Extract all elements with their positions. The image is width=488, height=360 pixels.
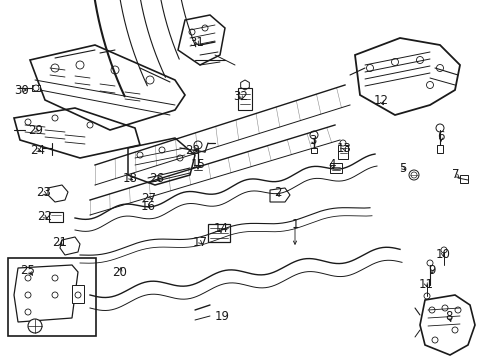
- Bar: [207, 224, 229, 242]
- Text: 21: 21: [52, 237, 67, 249]
- Text: 14: 14: [213, 222, 228, 235]
- Text: 23: 23: [37, 186, 51, 199]
- Circle shape: [426, 260, 432, 266]
- Text: 26: 26: [149, 171, 164, 184]
- Circle shape: [440, 247, 446, 253]
- Circle shape: [435, 124, 443, 132]
- Circle shape: [431, 337, 437, 343]
- Text: 28: 28: [185, 144, 200, 158]
- Circle shape: [25, 292, 31, 298]
- Bar: [436, 145, 442, 153]
- Bar: [238, 88, 251, 110]
- Text: 5: 5: [399, 162, 406, 175]
- Circle shape: [146, 76, 154, 84]
- Text: 2: 2: [274, 185, 281, 198]
- Bar: [8, 258, 96, 336]
- Circle shape: [159, 147, 164, 153]
- Circle shape: [33, 85, 39, 91]
- Circle shape: [189, 29, 195, 35]
- Circle shape: [309, 131, 317, 139]
- Circle shape: [436, 64, 443, 72]
- Text: 19: 19: [214, 310, 229, 323]
- Bar: [310, 148, 316, 153]
- Circle shape: [194, 141, 202, 149]
- Circle shape: [111, 66, 119, 74]
- Circle shape: [87, 122, 93, 128]
- Text: 12: 12: [373, 94, 387, 107]
- Text: 7: 7: [451, 168, 459, 181]
- Text: 22: 22: [38, 211, 52, 224]
- Bar: [72, 285, 84, 303]
- Text: 11: 11: [418, 278, 433, 291]
- Text: 9: 9: [427, 264, 435, 276]
- Bar: [329, 163, 341, 173]
- Circle shape: [339, 140, 346, 146]
- Text: 25: 25: [20, 264, 35, 276]
- Text: 32: 32: [233, 90, 248, 104]
- Text: 8: 8: [445, 310, 452, 323]
- Text: 20: 20: [112, 266, 127, 279]
- Circle shape: [423, 293, 429, 299]
- Text: 1: 1: [291, 219, 298, 231]
- Text: 16: 16: [140, 199, 155, 212]
- Text: 27: 27: [141, 192, 156, 204]
- Text: 3: 3: [309, 134, 316, 147]
- Circle shape: [408, 170, 418, 180]
- Circle shape: [451, 327, 457, 333]
- Text: 31: 31: [189, 36, 204, 49]
- Text: 18: 18: [122, 171, 137, 184]
- Circle shape: [52, 292, 58, 298]
- Circle shape: [25, 309, 31, 315]
- Circle shape: [428, 307, 434, 313]
- Text: 24: 24: [30, 144, 45, 157]
- Text: 6: 6: [436, 130, 444, 144]
- Circle shape: [177, 155, 183, 161]
- Bar: [459, 175, 467, 183]
- Text: 15: 15: [190, 158, 205, 171]
- Circle shape: [391, 58, 398, 66]
- Circle shape: [454, 307, 460, 313]
- Text: 29: 29: [28, 123, 43, 136]
- Circle shape: [137, 152, 142, 158]
- Circle shape: [51, 64, 59, 72]
- Text: 30: 30: [15, 84, 29, 96]
- Circle shape: [426, 81, 433, 89]
- Circle shape: [28, 319, 42, 333]
- Circle shape: [25, 119, 31, 125]
- Bar: [337, 145, 347, 159]
- Circle shape: [52, 115, 58, 121]
- Circle shape: [52, 275, 58, 281]
- Circle shape: [76, 61, 84, 69]
- Circle shape: [416, 57, 423, 63]
- Circle shape: [441, 305, 447, 311]
- Text: 4: 4: [327, 158, 335, 171]
- Text: 10: 10: [435, 248, 449, 261]
- Bar: [32, 85, 40, 91]
- Circle shape: [25, 275, 31, 281]
- Circle shape: [366, 64, 373, 72]
- Text: 13: 13: [336, 141, 351, 154]
- Circle shape: [410, 172, 416, 178]
- Circle shape: [202, 25, 207, 31]
- Circle shape: [75, 292, 81, 298]
- Bar: [49, 212, 63, 222]
- Text: 17: 17: [192, 235, 207, 248]
